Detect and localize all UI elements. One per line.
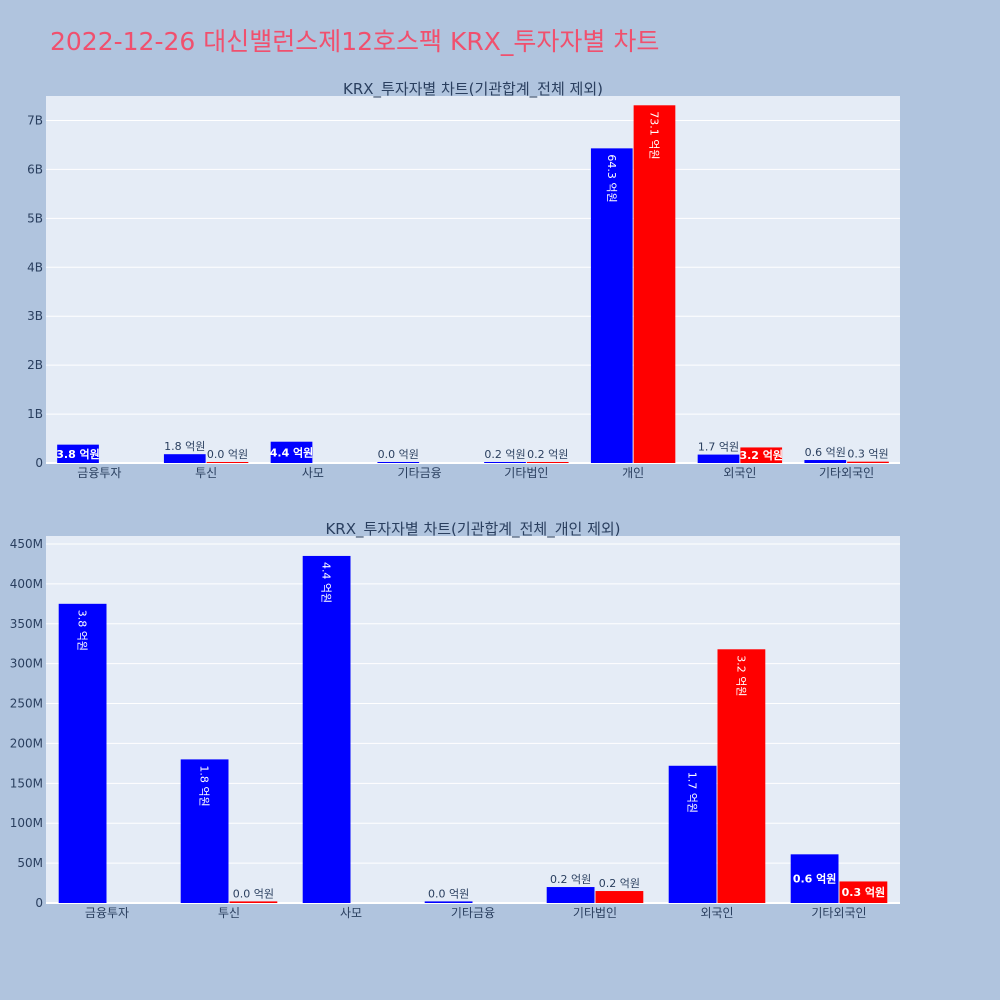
chart1-bar: [526, 462, 569, 463]
chart1-data-label: 0.0 억원: [378, 448, 419, 461]
chart1-title: KRX_투자자별 차트(기관합계_전체 제외): [343, 80, 603, 99]
chart1-bar: [270, 441, 313, 463]
chart2-data-label: 0.3 억원: [842, 885, 886, 899]
chart2-y-tick: 400M: [10, 577, 43, 591]
chart2-x-tick: 기타금융: [451, 906, 495, 920]
chart2-bar: [546, 887, 595, 903]
chart2-x-tick: 외국인: [700, 906, 733, 920]
chart1-x-tick: 기타법인: [504, 466, 548, 480]
chart1-data-label: 1.7 억원: [698, 441, 739, 454]
chart2-x-tick: 금융투자: [85, 906, 129, 920]
chart1-data-label: 73.1 억원: [647, 111, 660, 159]
chart1-bar: [804, 460, 847, 463]
chart1-data-label: 3.2 억원: [739, 448, 783, 462]
chart2-y-tick: 0: [35, 896, 43, 910]
chart1-data-label: 1.8 억원: [164, 440, 205, 453]
chart1-x-tick: 기타외국인: [819, 466, 874, 480]
chart1-data-label: 64.3 억원: [605, 154, 618, 202]
chart1-bar: [590, 148, 633, 463]
chart2-y-tick: 250M: [10, 697, 43, 711]
chart2-data-label: 1.7 억원: [686, 772, 699, 813]
chart1-data-label: 0.6 억원: [805, 446, 846, 459]
chart2-plot-area: [46, 536, 900, 903]
chart1-y-tick: 3B: [27, 309, 43, 323]
chart1-x-tick: 외국인: [723, 466, 756, 480]
chart1-data-label: 0.2 억원: [527, 448, 568, 461]
chart2-x-tick: 사모: [340, 906, 362, 920]
chart1-bar: [163, 454, 206, 463]
chart1-data-label: 0.3 억원: [847, 448, 888, 461]
chart1-x-tick: 금융투자: [77, 466, 121, 480]
chart1-data-label: 4.4 억원: [270, 445, 314, 459]
chart2-bar: [790, 854, 839, 903]
chart1-x-tick: 기타금융: [398, 466, 442, 480]
chart2-data-label: 3.8 억원: [76, 610, 89, 651]
chart2-y-tick: 350M: [10, 617, 43, 631]
chart2-data-label: 0.2 억원: [599, 877, 640, 890]
chart1-bar: [633, 105, 676, 463]
chart2-data-label: 0.2 억원: [550, 873, 591, 886]
chart2-bar: [229, 901, 278, 903]
chart2-x-tick: 기타법인: [573, 906, 617, 920]
chart2-bar: [424, 901, 473, 903]
chart2-bar: [717, 649, 766, 903]
chart2-y-tick: 150M: [10, 776, 43, 790]
chart2-y-tick: 100M: [10, 816, 43, 830]
chart2-bar: [180, 759, 229, 903]
chart1-x-tick: 개인: [622, 466, 644, 480]
chart2-data-label: 1.8 억원: [198, 765, 211, 806]
chart1-bar: [206, 462, 249, 463]
chart1-data-label: 0.2 억원: [484, 448, 525, 461]
chart1-y-tick: 7B: [27, 113, 43, 127]
chart1-y-tick: 6B: [27, 162, 43, 176]
chart2-data-label: 0.6 억원: [793, 872, 837, 886]
chart2-bar: [839, 881, 888, 903]
chart1-y-tick: 2B: [27, 358, 43, 372]
chart2-data-label: 0.0 억원: [428, 887, 469, 900]
chart2-bar: [302, 555, 351, 903]
chart1-bar: [377, 462, 420, 463]
chart1-y-tick: 4B: [27, 260, 43, 274]
chart2-x-tick: 투신: [218, 906, 240, 920]
chart2-data-label: 0.0 억원: [233, 887, 274, 900]
chart2-x-tick: 기타외국인: [811, 906, 866, 920]
chart1-plot-area: [46, 96, 900, 463]
chart1-y-tick: 5B: [27, 211, 43, 225]
chart2-bar: [58, 603, 107, 903]
chart1-bar: [697, 454, 740, 463]
chart2-data-label: 4.4 억원: [320, 562, 333, 603]
chart2-y-tick: 300M: [10, 657, 43, 671]
page-title: 2022-12-26 대신밸런스제12호스팩 KRX_투자자별 차트: [50, 27, 660, 56]
chart1-bar: [484, 462, 526, 463]
chart1-bar: [57, 444, 99, 463]
chart2-title: KRX_투자자별 차트(기관합계_전체_개인 제외): [325, 520, 620, 539]
chart2-y-tick: 450M: [10, 537, 43, 551]
chart1-bar: [847, 461, 889, 463]
chart2-y-tick: 200M: [10, 736, 43, 750]
chart1-data-label: 3.8 억원: [56, 447, 100, 461]
chart2-data-label: 3.2 억원: [734, 655, 747, 696]
chart1-y-tick: 1B: [27, 407, 43, 421]
chart1-bar: [740, 447, 783, 463]
chart1-x-tick: 사모: [302, 466, 324, 480]
chart2-bar: [668, 765, 717, 903]
chart1-data-label: 0.0 억원: [207, 448, 248, 461]
chart1-x-tick: 투신: [195, 466, 217, 480]
chart2-y-tick: 50M: [17, 856, 43, 870]
chart2-bar: [595, 891, 644, 903]
chart1-y-tick: 0: [35, 456, 43, 470]
